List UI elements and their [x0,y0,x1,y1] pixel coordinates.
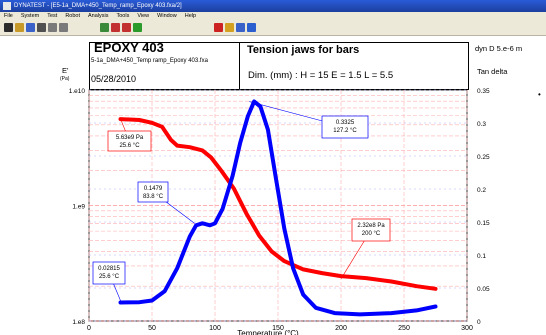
open-icon[interactable] [15,23,24,32]
file-name: 5-1a_DMA+450_Temp ramp_Epoxy 403.fxa [91,58,208,64]
annotation-text: 2.32e8 Pa [357,223,385,229]
test-date: 05/28/2010 [91,74,137,84]
tan-delta-series [118,99,438,317]
print-icon[interactable] [37,23,46,32]
sample-name: EPOXY 403 [94,40,164,55]
annotation-box [107,130,152,152]
y-right-tick-label: 0.1 [477,253,486,260]
stop-icon[interactable] [214,23,223,32]
window-title: DYNATEST - [E5-1a_DMA+450_Temp_ramp_Epox… [14,3,182,9]
x-tick-label: 300 [461,325,473,332]
x-tick-label: 100 [209,325,221,332]
annotation-box [321,115,369,139]
y-right-tick-label: 0.25 [477,154,490,161]
left-axis-title: E' [62,66,69,75]
annotation-text: 83.8 °C [143,194,164,200]
app-icon [3,2,11,10]
x-tick-label: 200 [335,325,347,332]
y-left-tick-label: 1.e10 [69,88,86,95]
y-right-tick-label: 0.05 [477,286,490,293]
menu-analysis[interactable]: Analysis [88,13,109,19]
y-right-tick-label: 0 [477,319,481,326]
dimensions-label: Dim. (mm) : H = 15 E = 1.5 L = 5.5 [248,70,394,81]
x-axis-label: Temperature (°C) [237,329,299,335]
grid-icon[interactable] [111,23,120,32]
annotation-box [137,181,169,203]
new-icon[interactable] [4,23,13,32]
menu-help[interactable]: Help [184,13,197,19]
annotation-text: 5.63e9 Pa [116,135,144,141]
y-right-tick-label: 0.3 [477,121,486,128]
annotation-box [351,218,391,242]
menu-test[interactable]: Test [47,13,58,19]
menu-file[interactable]: File [4,13,13,19]
run-icon[interactable] [133,23,142,32]
annotation-text: 200 °C [362,231,381,237]
annotation-text: 25.6 °C [119,143,140,149]
left-axis-unit: (Pa) [60,76,70,82]
chart-icon[interactable] [122,23,131,32]
x-tick-label: 250 [398,325,410,332]
x-tick-label: 0 [87,325,91,332]
copy-icon[interactable] [48,23,57,32]
y-left-tick-label: 1.e9 [72,204,85,211]
annotation-text: 0.3325 [336,120,355,126]
storage-modulus-series [118,117,438,291]
y-right-tick-label: 0.2 [477,187,486,194]
toolbar [0,21,546,36]
menu-system[interactable]: System [20,13,40,19]
save-icon[interactable] [26,23,35,32]
menu-tools[interactable]: Tools [116,13,130,19]
paste-icon[interactable] [59,23,68,32]
y-right-tick-label: 0.35 [477,88,490,95]
menu-bar: File System Test Robot Analysis Tools View Wind… [0,12,546,21]
menu-window[interactable]: Window [157,13,177,19]
menu-robot[interactable]: Robot [65,13,80,19]
y-right-tick-label: 0.15 [477,220,490,227]
right-axis-title: Tan delta [477,67,508,76]
instrument-label: dyn D 5.e-6 m [475,44,523,53]
annotation-box [92,261,126,285]
sample-info-box [89,42,241,90]
annotation-text: 127.2 °C [333,128,357,134]
test-info-box [239,42,469,90]
jaws-label: Tension jaws for bars [247,44,360,56]
x-tick-label: 50 [148,325,156,332]
y-left-tick-label: 1.e8 [72,319,85,326]
help-icon[interactable] [247,23,256,32]
flag-icon[interactable] [225,23,234,32]
x-tick-label: 150 [272,325,284,332]
zoom-icon[interactable] [100,23,109,32]
annotation-text: 25.6 °C [99,274,120,280]
menu-view[interactable]: View [137,13,150,19]
annotation-text: 0.02815 [98,266,120,272]
marker-dot: • [538,90,541,99]
window-titlebar: DYNATEST - [E5-1a_DMA+450_Temp_ramp_Epox… [0,0,546,12]
annotation-text: 0.1479 [144,186,163,192]
settings-icon[interactable] [236,23,245,32]
